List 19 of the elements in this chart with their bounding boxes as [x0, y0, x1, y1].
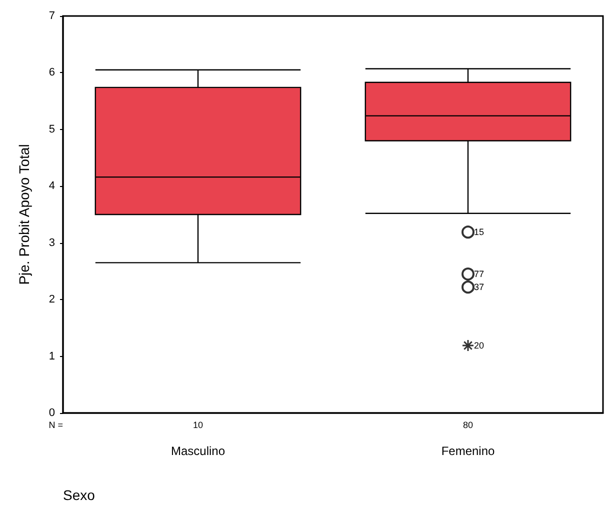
text: 10 [192, 420, 204, 430]
x-tick-label: Masculino [170, 444, 226, 458]
annotation: 20 [474, 340, 484, 351]
y-tick-label: 0 [48, 407, 55, 419]
text: 80 [462, 420, 474, 430]
y-tick-label: 3 [48, 236, 55, 249]
y-tick-label: 4 [48, 180, 55, 192]
x-tick-label: Femenino [441, 444, 495, 458]
y-axis-title: Pje. Probit Apoyo Total [16, 144, 32, 285]
annotation: 15 [474, 227, 484, 238]
annotation: 77 [474, 269, 484, 280]
x-axis-title: Sexo [63, 487, 96, 503]
text: N = [48, 420, 63, 430]
y-tick-label: 5 [48, 123, 55, 136]
y-tick-label: 2 [48, 294, 55, 306]
y-tick-label: 6 [48, 66, 55, 79]
annotation: 37 [474, 282, 484, 292]
y-tick-label: 7 [48, 10, 55, 22]
y-tick-label: 1 [48, 350, 55, 362]
